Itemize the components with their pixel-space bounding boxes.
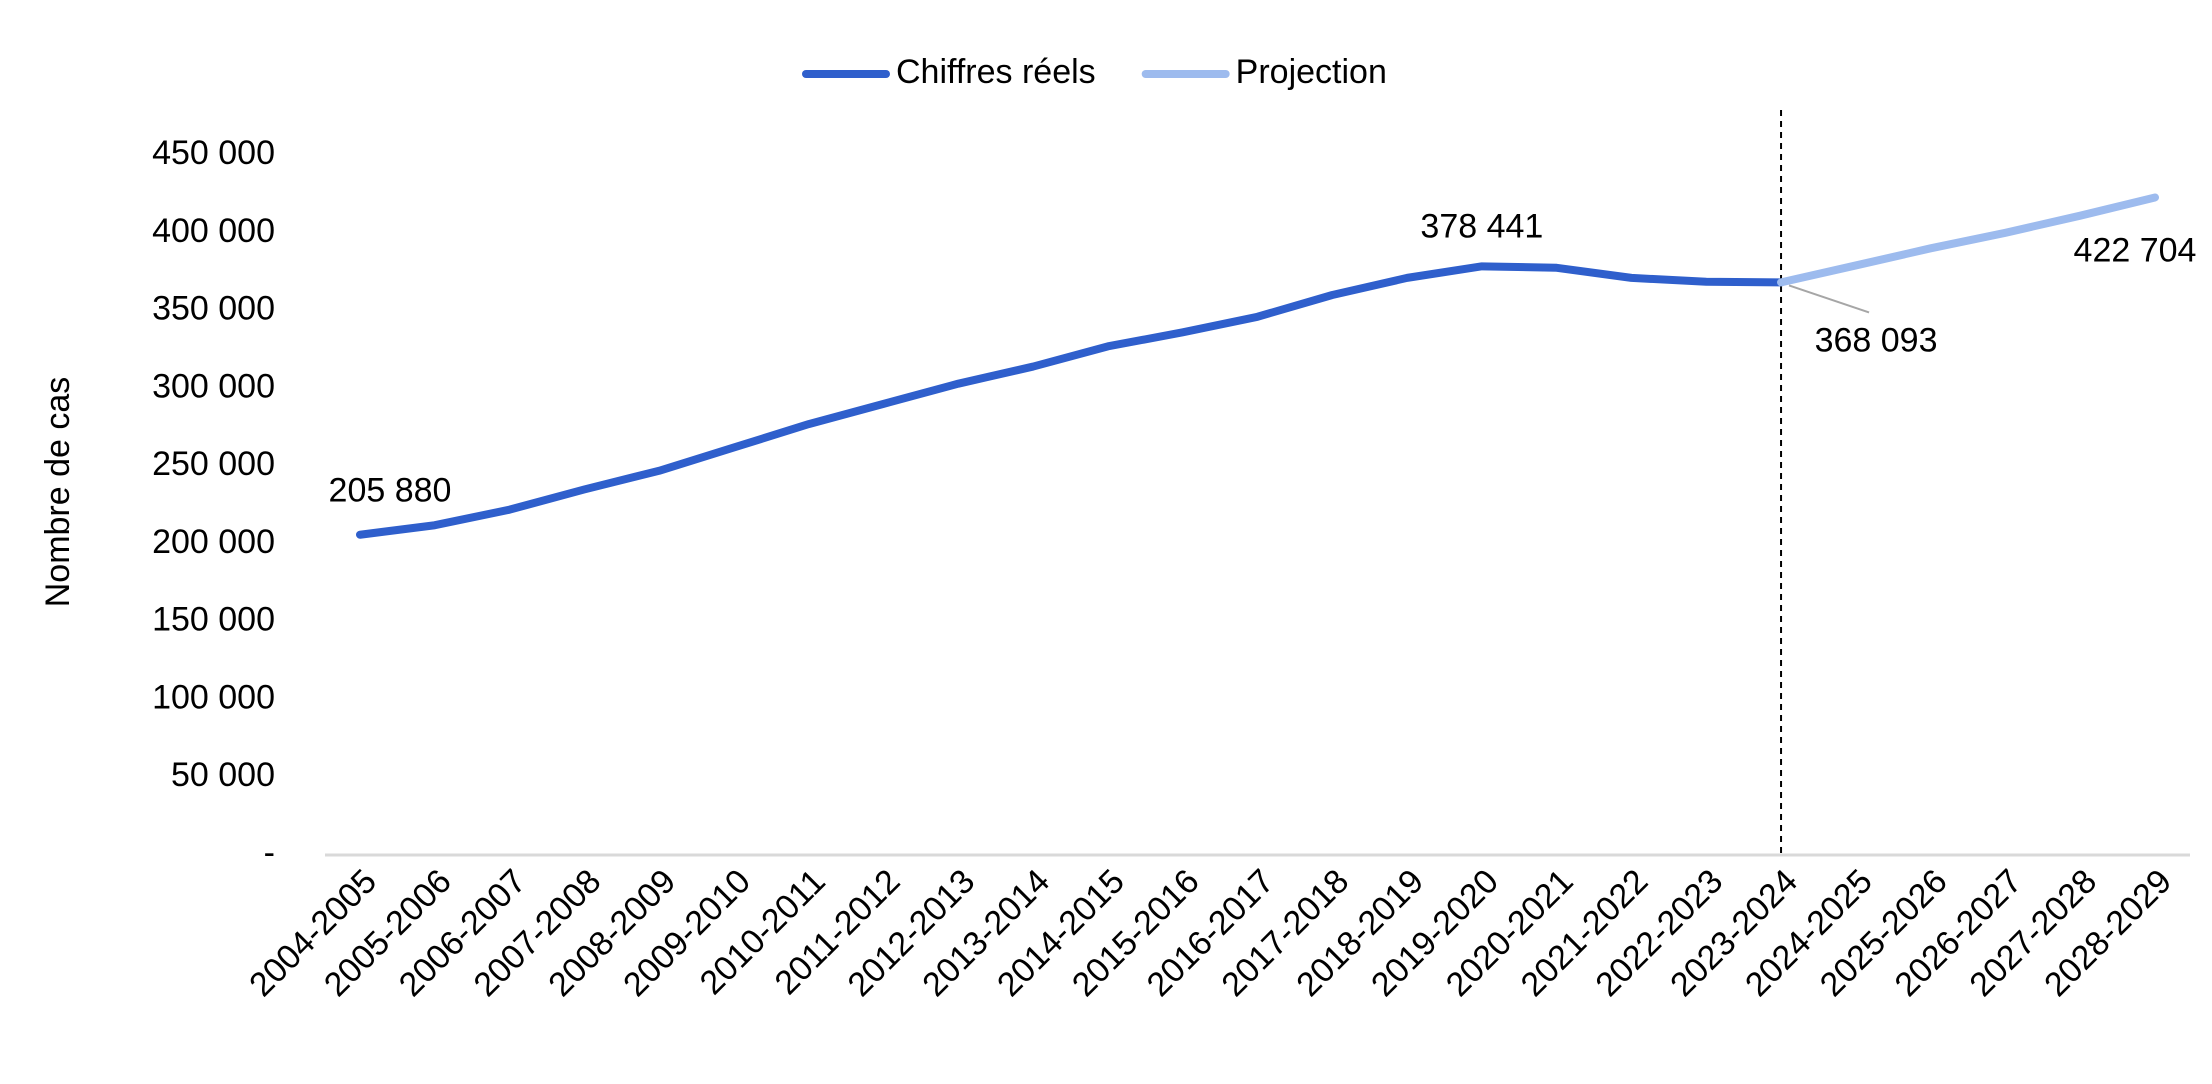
y-tick-label: -	[264, 834, 275, 872]
series-line	[356, 262, 1786, 539]
series-line	[1777, 193, 2159, 287]
y-tick-label: 100 000	[152, 678, 275, 716]
y-tick-label: 200 000	[152, 523, 275, 561]
y-axis-title: Nombre de cas	[39, 377, 77, 608]
data-label: 368 093	[1815, 321, 1938, 359]
y-tick-label: 150 000	[152, 601, 275, 639]
y-tick-label: 350 000	[152, 290, 275, 328]
data-label: 378 441	[1420, 207, 1543, 245]
data-label: 205 880	[329, 472, 452, 510]
y-tick-label: 450 000	[152, 134, 275, 172]
legend-label: Projection	[1236, 53, 1387, 91]
y-tick-label: 300 000	[152, 367, 275, 405]
legend-label: Chiffres réels	[896, 53, 1096, 91]
y-tick-label: 250 000	[152, 445, 275, 483]
y-tick-label: 50 000	[171, 756, 275, 794]
data-label: 422 704	[2074, 231, 2197, 269]
leader-line	[1788, 284, 1870, 314]
y-tick-label: 400 000	[152, 212, 275, 250]
